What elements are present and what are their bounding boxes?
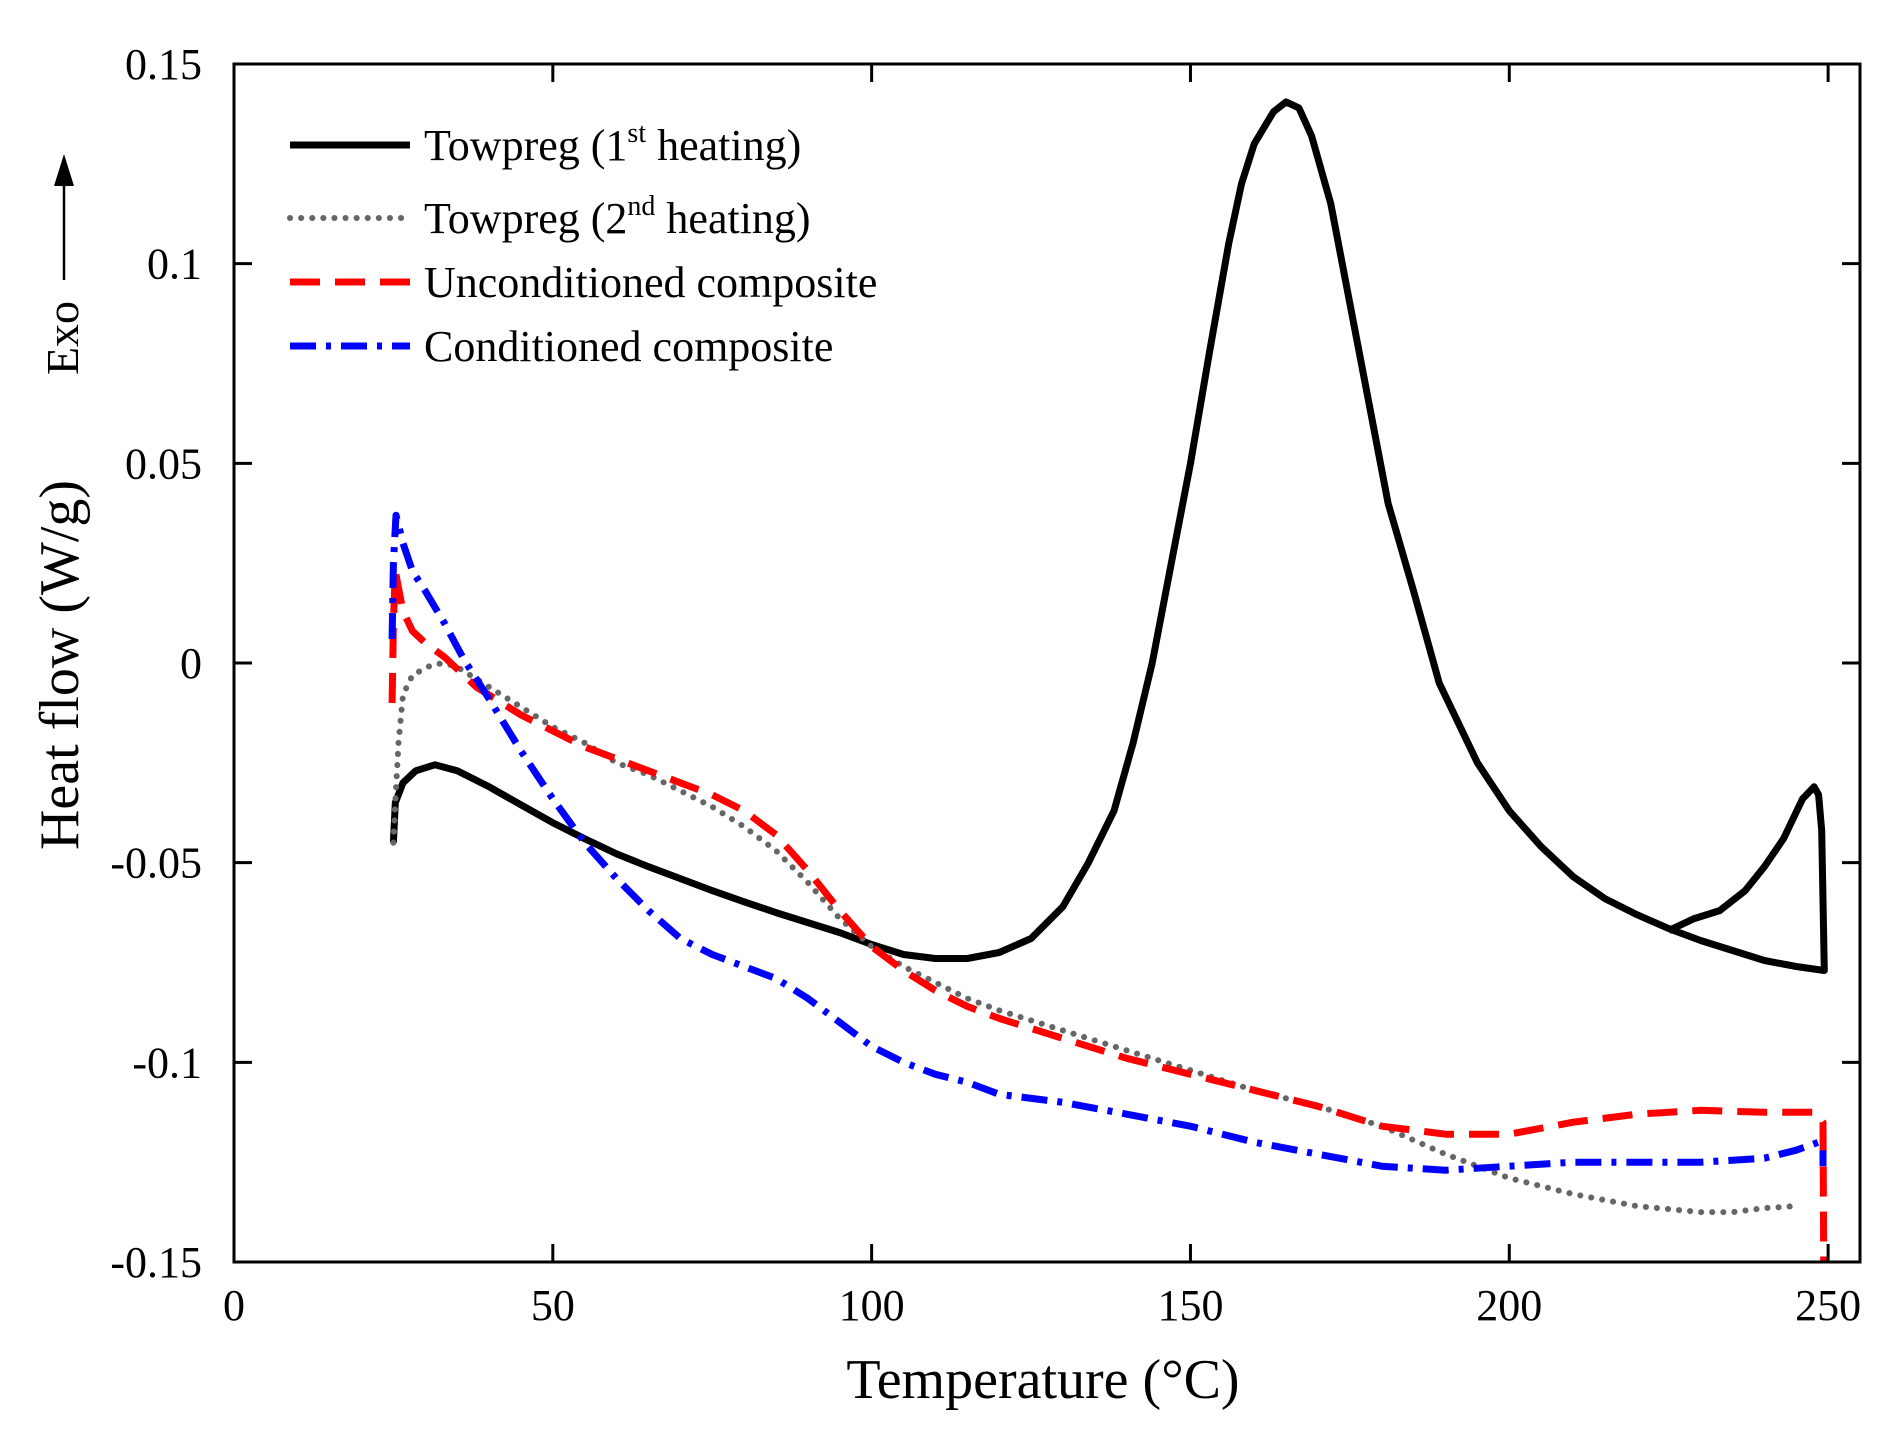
y-tick-label: 0.1 bbox=[147, 240, 202, 289]
legend-label-3: Unconditioned composite bbox=[424, 258, 877, 307]
legend-label-2: Towpreg (2nd heating) bbox=[424, 191, 811, 243]
y-tick-label: 0.15 bbox=[125, 40, 202, 89]
y-tick-label: -0.1 bbox=[132, 1038, 202, 1087]
legend-label-1: Towpreg (1st heating) bbox=[424, 118, 801, 170]
x-tick-label: 250 bbox=[1795, 1281, 1861, 1330]
series-line-1 bbox=[389, 98, 1828, 974]
y-tick-label: -0.15 bbox=[110, 1238, 202, 1287]
series-layer bbox=[388, 98, 1828, 1263]
y-axis-label: Heat flow (W/g) bbox=[29, 480, 91, 850]
legend-label-4: Conditioned composite bbox=[424, 322, 833, 371]
axes-layer: 0 50 100 150 200 250 -0.15 -0.1 -0.05 0 0.05 0.1 0.1… bbox=[110, 40, 1862, 1330]
y-tick-label: 0 bbox=[180, 639, 202, 688]
x-tick-label: 100 bbox=[839, 1281, 905, 1330]
exo-arrow-head-icon bbox=[54, 154, 74, 186]
legend: Towpreg (1st heating) Towpreg (2nd heatin… bbox=[287, 118, 877, 371]
x-axis-label: Temperature (°C) bbox=[846, 1349, 1239, 1411]
x-tick-label: 200 bbox=[1476, 1281, 1542, 1330]
x-tick-label: 150 bbox=[1157, 1281, 1223, 1330]
axis-labels: Temperature (°C) Heat flow (W/g) Exo bbox=[29, 154, 1240, 1411]
y-tick-label: 0.05 bbox=[125, 439, 202, 488]
series-line-4 bbox=[388, 511, 1827, 1174]
series-line-3 bbox=[388, 567, 1828, 1263]
x-tick-label: 50 bbox=[531, 1281, 575, 1330]
exo-label: Exo bbox=[37, 301, 88, 375]
x-tick-label: 0 bbox=[223, 1281, 245, 1330]
y-tick-label: -0.05 bbox=[110, 839, 202, 888]
